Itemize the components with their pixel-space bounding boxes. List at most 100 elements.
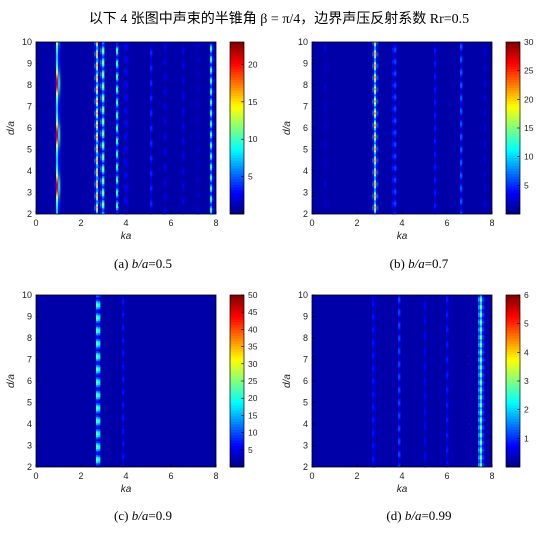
heatmap-cell: [96, 178, 99, 181]
heatmap-cell: [374, 120, 377, 123]
heatmap-cell: [372, 331, 375, 334]
y-tick-label: 7: [27, 102, 32, 112]
heatmap-cell: [58, 166, 61, 169]
heatmap-cell: [372, 375, 375, 378]
heatmap-cell: [96, 401, 99, 404]
colorbar-segment: [230, 68, 244, 72]
heatmap-cell: [212, 110, 215, 113]
heatmap-cell: [198, 72, 201, 75]
heatmap-cell: [372, 94, 375, 97]
heatmap-cell: [210, 106, 213, 109]
heatmap-cell: [98, 86, 101, 89]
heatmap-cell: [198, 42, 201, 45]
heatmap-cell: [100, 76, 103, 79]
heatmap-cell: [96, 164, 99, 167]
heatmap-cell: [460, 196, 463, 199]
heatmap-cell: [482, 343, 485, 346]
heatmap-cell: [212, 132, 215, 135]
heatmap-cell: [480, 325, 483, 328]
heatmap-cell: [98, 186, 101, 189]
heatmap-cell: [182, 62, 185, 65]
heatmap-cell: [484, 128, 487, 131]
heatmap-cell: [114, 50, 117, 53]
heatmap-cell: [96, 447, 99, 450]
heatmap-cell: [100, 152, 103, 155]
heatmap-cell: [102, 96, 105, 99]
heatmap-cell: [434, 136, 437, 139]
x-tick-label: 2: [354, 471, 359, 481]
x-tick-label: 2: [78, 218, 83, 228]
colorbar-segment: [230, 434, 244, 438]
heatmap-cell: [102, 62, 105, 65]
heatmap-cell: [398, 393, 401, 396]
heatmap-cell: [424, 443, 427, 446]
heatmap-cell: [94, 86, 97, 89]
heatmap-cell: [102, 108, 105, 111]
heatmap-cell: [324, 130, 327, 133]
heatmap-cell: [372, 192, 375, 195]
heatmap-cell: [58, 86, 61, 89]
heatmap-cell: [94, 92, 97, 95]
colorbar-tick-label: 10: [248, 428, 258, 438]
heatmap-cell: [484, 56, 487, 59]
heatmap-cell: [196, 92, 199, 95]
heatmap-cell: [56, 126, 59, 129]
heatmap-cell: [480, 343, 483, 346]
heatmap-cell: [94, 158, 97, 161]
heatmap-cell: [94, 100, 97, 103]
heatmap-cell: [182, 212, 185, 215]
heatmap-cell: [102, 170, 105, 173]
heatmap-cell: [58, 52, 61, 55]
heatmap-cell: [394, 90, 397, 93]
heatmap-cell: [150, 70, 153, 73]
heatmap-cell: [116, 64, 119, 67]
heatmap-cell: [478, 373, 481, 376]
heatmap-cell: [124, 208, 127, 211]
heatmap-cell: [446, 395, 449, 398]
heatmap-cell: [196, 74, 199, 77]
heatmap-cell: [182, 60, 185, 63]
heatmap-cell: [478, 315, 481, 318]
heatmap-cell: [116, 148, 119, 151]
heatmap-cell: [96, 461, 99, 464]
heatmap-cell: [460, 198, 463, 201]
heatmap-cell: [124, 106, 127, 109]
heatmap-cell: [424, 357, 427, 360]
heatmap-cell: [210, 212, 213, 215]
heatmap-cell: [96, 317, 99, 320]
heatmap-cell: [376, 168, 379, 171]
heatmap-cell: [372, 162, 375, 165]
colorbar-segment: [230, 397, 244, 401]
heatmap-cell: [480, 443, 483, 446]
heatmap-cell: [196, 106, 199, 109]
heatmap-cell: [96, 305, 99, 308]
heatmap-cell: [398, 373, 401, 376]
heatmap-cell: [374, 54, 377, 57]
heatmap-cell: [394, 66, 397, 69]
heatmap-cell: [482, 437, 485, 440]
heatmap-cell: [446, 329, 449, 332]
heatmap-cell: [98, 449, 101, 452]
heatmap-cell: [374, 128, 377, 131]
heatmap-cell: [180, 200, 183, 203]
heatmap-cell: [372, 210, 375, 213]
heatmap-cell: [482, 299, 485, 302]
heatmap-cell: [374, 391, 377, 394]
heatmap-cell: [150, 50, 153, 53]
heatmap-cell: [436, 104, 439, 107]
heatmap-cell: [56, 60, 59, 63]
heatmap-cell: [446, 295, 449, 298]
heatmap-cell: [124, 62, 127, 65]
heatmap-cell: [376, 44, 379, 47]
heatmap-cell: [446, 403, 449, 406]
heatmap-cell: [210, 100, 213, 103]
heatmap-cell: [372, 405, 375, 408]
heatmap-cell: [96, 142, 99, 145]
heatmap-cell: [436, 130, 439, 133]
heatmap-cell: [54, 186, 57, 189]
heatmap-cell: [100, 94, 103, 97]
heatmap-cell: [398, 301, 401, 304]
colorbar-segment: [506, 413, 520, 417]
heatmap-cell: [150, 110, 153, 113]
heatmap-cell: [480, 447, 483, 450]
